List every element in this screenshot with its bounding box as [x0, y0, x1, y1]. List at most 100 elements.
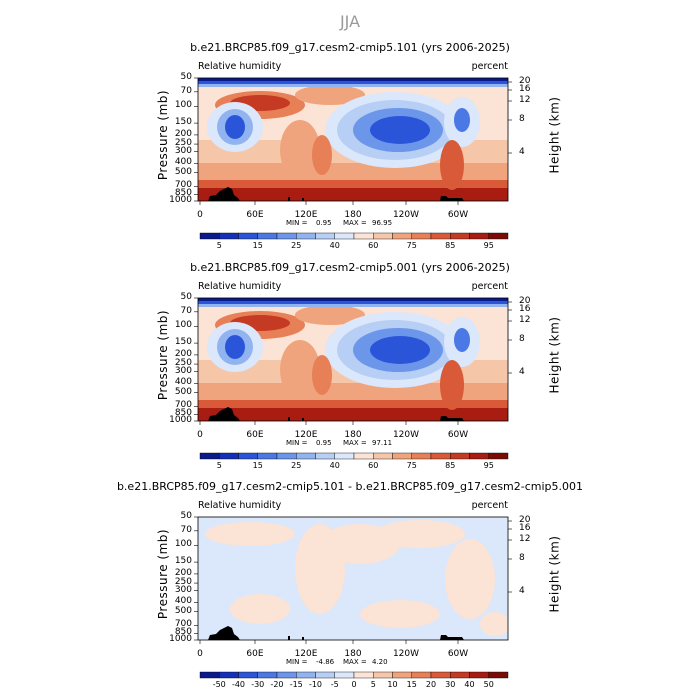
strat-band-1: [198, 78, 508, 81]
colorbar: [199, 452, 509, 460]
pressure-tick-label: 250: [174, 138, 192, 149]
longitude-tick-label: 60W: [447, 430, 469, 440]
longitude-tick-label: 0: [197, 430, 203, 440]
colorbar-swatch: [488, 452, 509, 460]
longitude-tick-label: 120E: [294, 210, 318, 220]
longitude-tick-label: 0: [197, 649, 203, 659]
longitude-tick-label: 60E: [246, 210, 264, 220]
pressure-tick-label: 300: [174, 584, 192, 595]
colorbar-swatch: [334, 671, 355, 679]
pressure-tick-label: 400: [174, 157, 192, 168]
convective-plume-east: [440, 140, 464, 190]
colorbar: [199, 232, 509, 240]
variable-label: Relative humidity: [198, 61, 282, 72]
pressure-tick-label: 300: [174, 365, 192, 376]
surface-fill: [198, 408, 508, 421]
pressure-tick-label: 200: [174, 567, 192, 578]
upper-moist-band-2: [295, 305, 365, 325]
colorbar-swatch: [238, 671, 258, 679]
min-value: 0.95: [316, 219, 332, 227]
y-axis-label-height: Height (km): [547, 96, 562, 174]
colorbar-swatch: [199, 671, 220, 679]
min-label: MIN =: [286, 439, 308, 447]
pressure-tick-label: 700: [174, 400, 192, 411]
contour-plot: [194, 516, 512, 679]
colorbar-swatch: [296, 671, 316, 679]
colorbar-tick-label: 0: [351, 680, 357, 689]
max-label: MAX =: [343, 219, 367, 227]
colorbar-tick-label: -10: [308, 680, 323, 689]
max-value: 97.11: [372, 439, 393, 447]
max-label: MAX =: [343, 439, 367, 447]
pressure-tick-label: 1000: [169, 634, 192, 644]
colorbar-tick-label: 20: [425, 680, 437, 689]
longitude-tick-label: 0: [197, 210, 203, 220]
max-value: 4.20: [372, 658, 388, 666]
surface-fill: [198, 188, 508, 201]
height-tick-label: 12: [519, 534, 531, 544]
height-tick-label: 4: [519, 586, 525, 596]
panel-title: b.e21.BRCP85.f09_g17.cesm2-cmip5.101 (yr…: [190, 41, 510, 54]
colorbar-tick-label: 30: [445, 680, 456, 689]
colorbar-tick-label: 25: [291, 461, 302, 470]
colorbar-tick-label: 40: [464, 680, 475, 689]
panel-title: b.e21.BRCP85.f09_g17.cesm2-cmip5.101 - b…: [116, 480, 584, 493]
height-tick-label: 20: [519, 515, 531, 525]
colorbar-swatch: [373, 671, 393, 679]
positive-region: [445, 539, 495, 619]
colorbar-tick-label: -15: [289, 680, 303, 689]
upper-moist-band-2: [295, 85, 365, 105]
longitude-tick-label: 60E: [246, 430, 264, 440]
colorbar-tick-label: 15: [406, 680, 417, 689]
pressure-tick-label: 850: [174, 188, 192, 199]
height-tick-label: 16: [519, 523, 531, 533]
dry-region-east-core: [454, 108, 470, 132]
colorbar-tick-label: 15: [252, 461, 263, 470]
colorbar-tick-label: -50: [212, 680, 226, 689]
colorbar-tick-label: -5: [330, 680, 339, 689]
positive-region: [480, 612, 508, 636]
positive-region: [230, 594, 290, 624]
height-tick-label: 20: [519, 296, 531, 306]
convective-plume-2: [312, 355, 332, 395]
pressure-tick-label: 300: [174, 145, 192, 156]
longitude-tick-label: 60W: [447, 649, 469, 659]
units-label: percent: [471, 500, 508, 511]
longitude-tick-label: 60E: [246, 649, 264, 659]
strat-band-1: [198, 298, 508, 301]
strat-band-3: [198, 304, 508, 307]
longitude-tick-label: 60W: [447, 210, 469, 220]
colorbar-tick-label: -40: [231, 680, 246, 689]
colorbar-swatch: [257, 671, 278, 679]
colorbar-tick-label: -20: [270, 680, 284, 689]
topography: [208, 626, 464, 640]
panel-model-001: b.e21.BRCP85.f09_g17.cesm2-cmip5.001 (yr…: [0, 220, 700, 470]
colorbar-swatch: [450, 671, 470, 679]
colorbar-swatch: [315, 671, 335, 679]
longitude-tick-label: 120W: [392, 430, 420, 440]
colorbar-tick-label: 25: [291, 241, 302, 250]
panel-difference: b.e21.BRCP85.f09_g17.cesm2-cmip5.101 - b…: [0, 439, 700, 689]
colorbar-swatch: [392, 671, 412, 679]
height-tick-label: 8: [519, 334, 525, 344]
convective-plume-east: [440, 360, 464, 410]
pressure-tick-label: 850: [174, 627, 192, 638]
colorbar-tick-label: 95: [483, 241, 494, 250]
pressure-tick-label: 150: [174, 117, 192, 128]
topography: [208, 407, 464, 421]
pressure-tick-label: 50: [180, 72, 192, 82]
pressure-tick-label: 70: [180, 524, 192, 535]
colorbar-swatch: [430, 671, 451, 679]
colorbar-tick-label: 40: [329, 461, 340, 470]
panel-model-101: b.e21.BRCP85.f09_g17.cesm2-cmip5.101 (yr…: [0, 0, 700, 250]
convective-plume-2: [312, 135, 332, 175]
colorbar-tick-label: 50: [483, 680, 494, 689]
difference-shading: [198, 517, 508, 640]
pressure-tick-label: 70: [180, 305, 192, 316]
convective-plume: [280, 120, 320, 180]
pressure-tick-label: 100: [174, 320, 192, 331]
longitude-tick-label: 180: [344, 649, 362, 659]
height-tick-label: 16: [519, 304, 531, 314]
pressure-tick-label: 850: [174, 408, 192, 419]
y-axis-label-height: Height (km): [547, 535, 562, 613]
